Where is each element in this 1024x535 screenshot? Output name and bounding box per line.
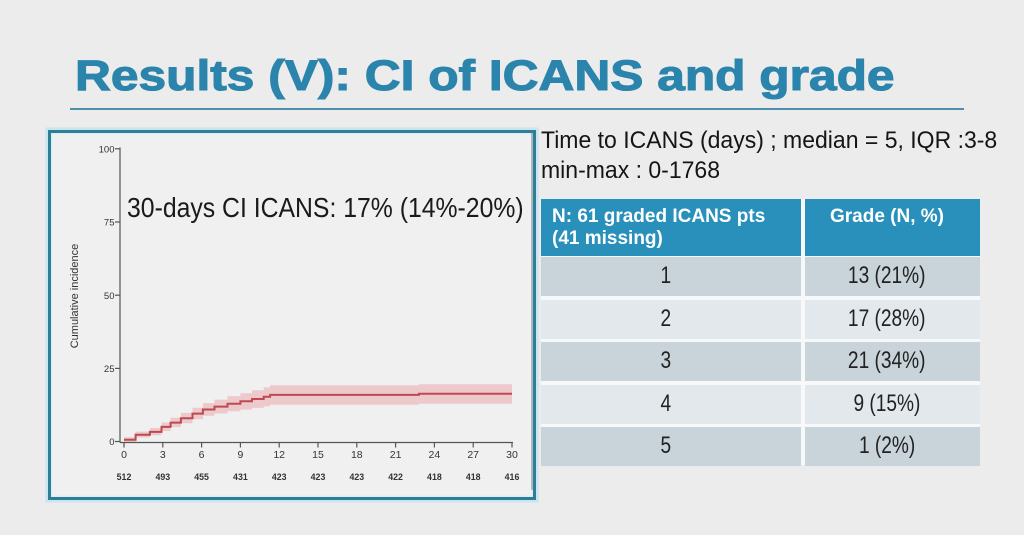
svg-text:423: 423 — [349, 472, 364, 482]
svg-text:418: 418 — [466, 472, 481, 482]
svg-text:431: 431 — [233, 472, 248, 482]
svg-text:455: 455 — [194, 472, 209, 482]
svg-text:100: 100 — [99, 144, 115, 155]
svg-text:12: 12 — [273, 449, 285, 461]
svg-text:0: 0 — [109, 437, 114, 448]
svg-text:Cumulative incidence: Cumulative incidence — [69, 244, 81, 349]
svg-text:6: 6 — [199, 449, 205, 461]
svg-text:15: 15 — [312, 449, 324, 461]
svg-text:50: 50 — [104, 291, 115, 302]
svg-text:423: 423 — [311, 472, 326, 482]
svg-text:21: 21 — [390, 449, 402, 461]
svg-text:0: 0 — [121, 449, 127, 461]
svg-text:493: 493 — [155, 472, 170, 482]
svg-text:416: 416 — [505, 472, 520, 482]
svg-text:75: 75 — [104, 218, 115, 229]
svg-text:423: 423 — [272, 472, 287, 482]
svg-text:25: 25 — [104, 364, 115, 375]
svg-text:30: 30 — [506, 449, 518, 461]
svg-text:9: 9 — [237, 449, 243, 461]
svg-text:422: 422 — [388, 472, 403, 482]
svg-text:27: 27 — [467, 449, 479, 461]
svg-text:418: 418 — [427, 472, 442, 482]
svg-text:512: 512 — [117, 472, 132, 482]
svg-text:18: 18 — [351, 449, 363, 461]
svg-text:3: 3 — [160, 449, 166, 461]
svg-text:24: 24 — [429, 449, 441, 461]
